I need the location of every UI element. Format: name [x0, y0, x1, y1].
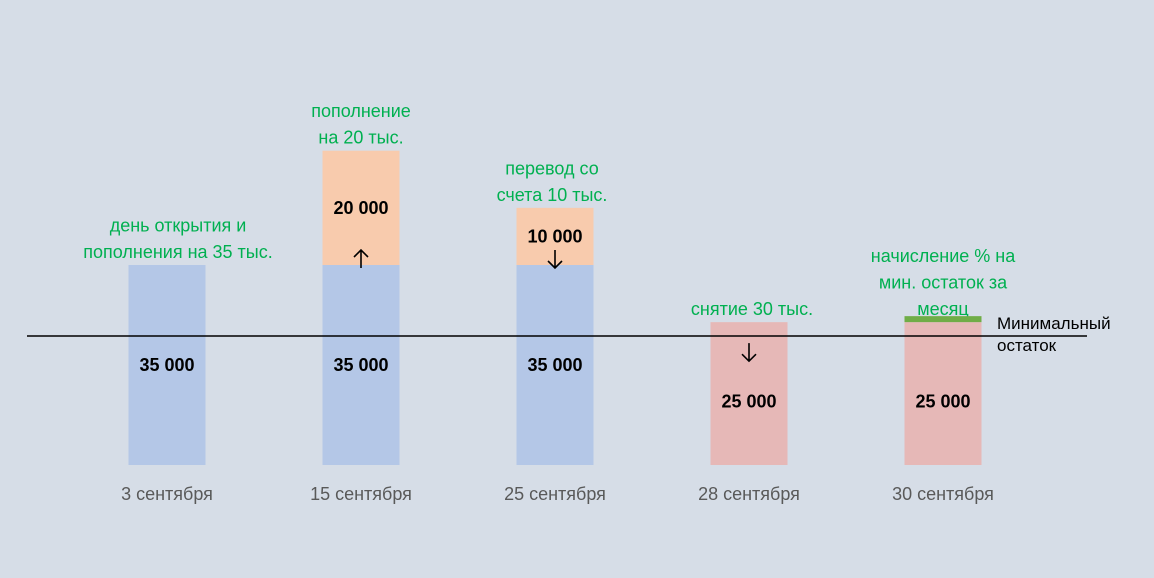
annotation-line: мин. остаток за	[879, 273, 1008, 293]
value-label: 35 000	[139, 355, 194, 375]
annotation-line: день открытия и	[110, 216, 247, 236]
value-label-top: 10 000	[527, 226, 582, 246]
bar-base	[904, 322, 982, 465]
bar-base	[128, 265, 206, 465]
annotation: день открытия и пополнения на 35 тыс.	[83, 216, 272, 263]
annotation-line: на 20 тыс.	[318, 128, 403, 148]
category-label: 28 сентября	[698, 484, 800, 504]
annotation-line: пополнения на 35 тыс.	[83, 242, 272, 262]
arrow-up-icon	[353, 248, 369, 268]
annotation: перевод со счета 10 тыс.	[497, 158, 608, 205]
annotation: снятие 30 тыс.	[691, 299, 813, 319]
arrow-down-icon	[741, 343, 757, 363]
annotation-line: месяц	[917, 299, 968, 319]
value-label: 25 000	[915, 392, 970, 412]
annotation-line: пополнение	[311, 101, 411, 121]
annotation: пополнение на 20 тыс.	[311, 101, 411, 147]
bar-base	[516, 265, 594, 465]
value-label: 35 000	[333, 355, 388, 375]
minimum-balance-label-line: остаток	[997, 336, 1057, 355]
category-label: 15 сентября	[310, 484, 412, 504]
annotation-line: снятие 30 тыс.	[691, 299, 813, 319]
category-label: 3 сентября	[121, 484, 213, 504]
bar-base	[322, 265, 400, 465]
category-label: 30 сентября	[892, 484, 994, 504]
annotation-line: начисление % на	[871, 246, 1016, 266]
bar-top	[322, 150, 400, 265]
value-label: 25 000	[721, 392, 776, 412]
arrow-down-icon	[547, 250, 563, 270]
value-label-top: 20 000	[333, 198, 388, 218]
value-label: 35 000	[527, 355, 582, 375]
interest-marker	[904, 316, 982, 323]
annotation: начисление % на мин. остаток за месяц	[871, 246, 1016, 319]
minimum-balance-label: Минимальный остаток	[997, 314, 1111, 355]
category-label: 25 сентября	[504, 484, 606, 504]
annotation-line: счета 10 тыс.	[497, 185, 608, 205]
minimum-balance-label-line: Минимальный	[997, 314, 1111, 333]
annotation-line: перевод со	[505, 158, 598, 178]
